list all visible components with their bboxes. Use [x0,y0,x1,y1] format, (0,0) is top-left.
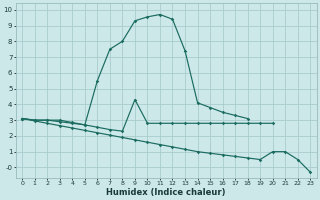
X-axis label: Humidex (Indice chaleur): Humidex (Indice chaleur) [107,188,226,197]
